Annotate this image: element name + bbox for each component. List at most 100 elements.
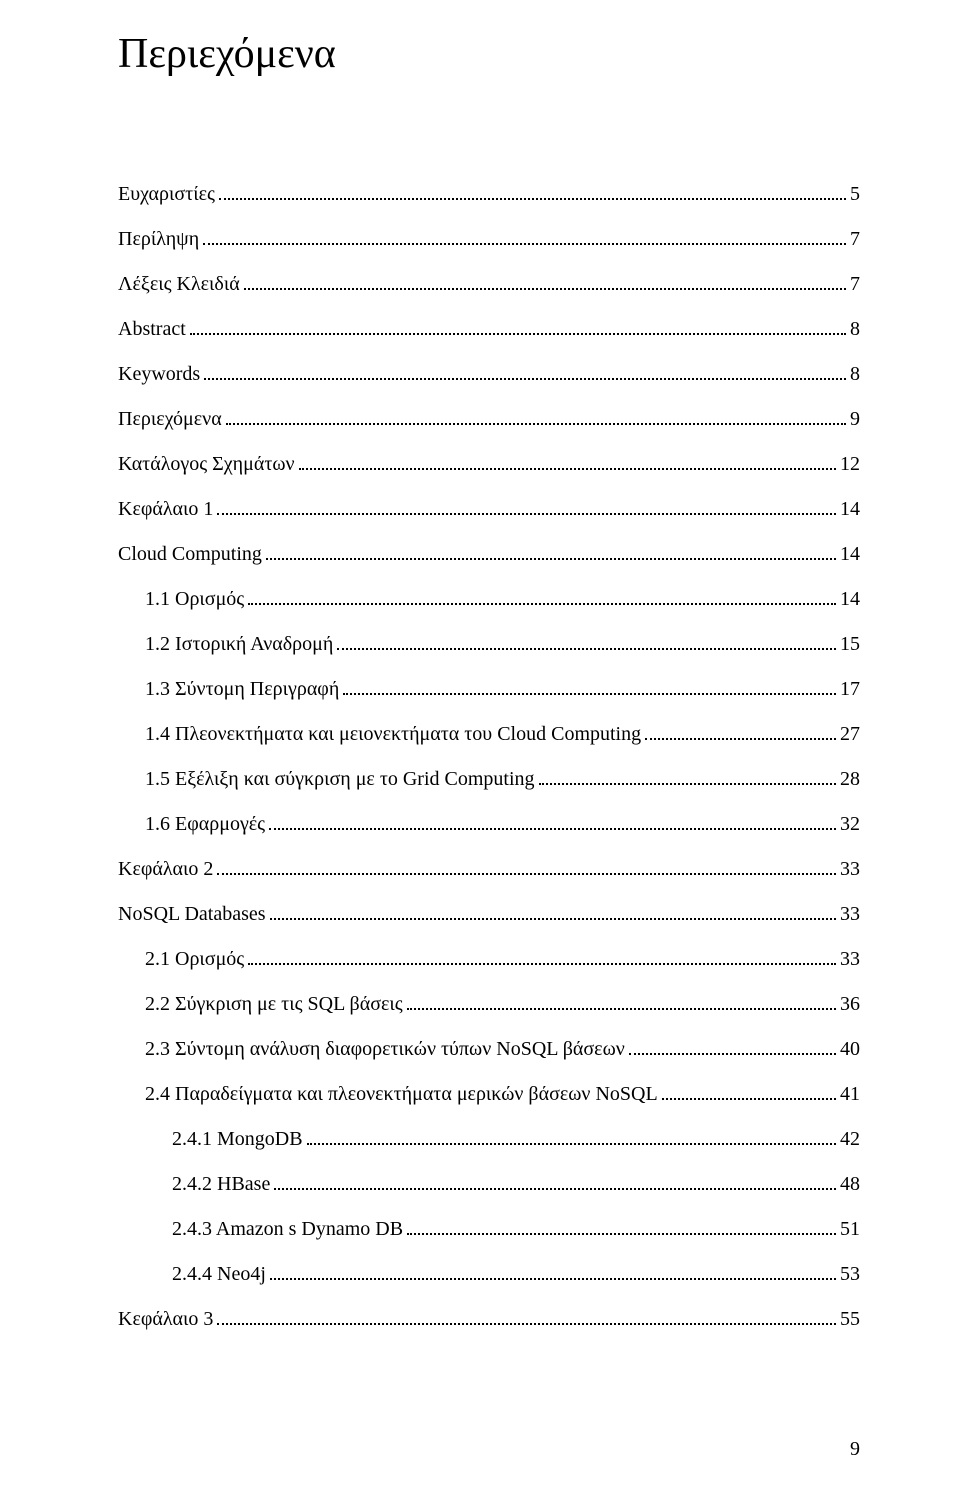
toc-entry-label: Περίληψη: [118, 228, 199, 251]
toc-entry: Κατάλογος Σχημάτων 12: [118, 453, 860, 476]
toc-entry: 1.5 Εξέλιξη και σύγκριση με το Grid Comp…: [118, 768, 860, 791]
page-title: Περιεχόμενα: [118, 30, 860, 78]
toc-entry-label: 1.5 Εξέλιξη και σύγκριση με το Grid Comp…: [145, 768, 535, 791]
toc-entry-label: Κεφάλαιο 2: [118, 858, 213, 881]
toc-entry-label: 1.2 Ιστορική Αναδρομή: [145, 633, 333, 656]
toc-entry: Περιεχόμενα 9: [118, 408, 860, 431]
toc-leader-dots: [248, 963, 836, 965]
toc-leader-dots: [629, 1053, 836, 1055]
toc-leader-dots: [270, 1278, 836, 1280]
toc-entry-page: 53: [840, 1263, 860, 1286]
toc-leader-dots: [217, 873, 836, 875]
toc-entry: 1.6 Εφαρμογές 32: [118, 813, 860, 836]
table-of-contents: Ευχαριστίες 5 Περίληψη 7 Λέξεις Κλειδιά 7 Abst…: [118, 183, 860, 1331]
toc-entry-page: 8: [850, 318, 860, 341]
toc-leader-dots: [244, 288, 846, 290]
toc-leader-dots: [299, 468, 836, 470]
toc-leader-dots: [645, 738, 836, 740]
toc-entry-label: Κεφάλαιο 1: [118, 498, 213, 521]
toc-leader-dots: [219, 198, 846, 200]
toc-entry-label: 1.3 Σύντομη Περιγραφή: [145, 678, 339, 701]
toc-entry: 1.4 Πλεονεκτήματα και μειονεκτήματα του …: [118, 723, 860, 746]
toc-entry: 2.4.1 MongoDB 42: [118, 1128, 860, 1151]
toc-entry: 2.2 Σύγκριση με τις SQL βάσεις 36: [118, 993, 860, 1016]
toc-entry-label: 2.4 Παραδείγματα και πλεονεκτήματα μερικ…: [145, 1083, 658, 1106]
toc-entry-page: 55: [840, 1308, 860, 1331]
toc-entry-label: NoSQL Databases: [118, 903, 266, 926]
toc-entry-label: 2.4.4 Neo4j: [172, 1263, 266, 1286]
toc-leader-dots: [190, 333, 846, 335]
toc-entry: 1.3 Σύντομη Περιγραφή 17: [118, 678, 860, 701]
toc-entry: 1.1 Ορισμός14: [118, 588, 860, 611]
toc-entry-label: Abstract: [118, 318, 186, 341]
toc-entry-label: 2.3 Σύντομη ανάλυση διαφορετικών τύπων N…: [145, 1038, 625, 1061]
toc-entry: Περίληψη 7: [118, 228, 860, 251]
toc-entry-label: Cloud Computing: [118, 543, 262, 566]
toc-leader-dots: [269, 828, 836, 830]
toc-entry: NoSQL Databases 33: [118, 903, 860, 926]
toc-entry-page: 28: [840, 768, 860, 791]
toc-entry-page: 14: [840, 588, 860, 611]
toc-entry-label: Κεφάλαιο 3: [118, 1308, 213, 1331]
toc-entry: 2.3 Σύντομη ανάλυση διαφορετικών τύπων N…: [118, 1038, 860, 1061]
toc-entry-label: 2.1 Ορισμός: [145, 948, 244, 971]
toc-leader-dots: [217, 513, 836, 515]
toc-entry-page: 17: [840, 678, 860, 701]
toc-entry: Cloud Computing 14: [118, 543, 860, 566]
toc-entry-page: 5: [850, 183, 860, 206]
toc-entry-page: 14: [840, 543, 860, 566]
toc-entry: Ευχαριστίες 5: [118, 183, 860, 206]
toc-entry-page: 7: [850, 273, 860, 296]
toc-entry-page: 15: [840, 633, 860, 656]
toc-entry-page: 9: [850, 408, 860, 431]
toc-entry: Abstract 8: [118, 318, 860, 341]
toc-entry-page: 40: [840, 1038, 860, 1061]
toc-entry: 2.4.4 Neo4j 53: [118, 1263, 860, 1286]
toc-leader-dots: [307, 1143, 836, 1145]
toc-entry: 2.1 Ορισμός 33: [118, 948, 860, 971]
toc-entry-page: 32: [840, 813, 860, 836]
toc-entry-label: Keywords: [118, 363, 200, 386]
page-number: 9: [850, 1438, 860, 1461]
toc-entry-label: 2.4.1 MongoDB: [172, 1128, 303, 1151]
toc-entry-page: 27: [840, 723, 860, 746]
toc-entry-label: 2.4.2 HBase: [172, 1173, 270, 1196]
toc-leader-dots: [337, 648, 836, 650]
toc-leader-dots: [226, 423, 846, 425]
toc-leader-dots: [203, 243, 846, 245]
toc-entry-page: 12: [840, 453, 860, 476]
toc-entry-page: 7: [850, 228, 860, 251]
toc-entry-page: 33: [840, 903, 860, 926]
toc-entry: Keywords 8: [118, 363, 860, 386]
toc-leader-dots: [662, 1098, 836, 1100]
toc-entry-label: 2.4.3 Amazon s Dynamo DB: [172, 1218, 403, 1241]
toc-entry: 2.4 Παραδείγματα και πλεονεκτήματα μερικ…: [118, 1083, 860, 1106]
toc-entry: Λέξεις Κλειδιά 7: [118, 273, 860, 296]
toc-entry-label: Ευχαριστίες: [118, 183, 215, 206]
toc-entry-page: 8: [850, 363, 860, 386]
toc-entry: Κεφάλαιο 1 14: [118, 498, 860, 521]
toc-entry-label: Περιεχόμενα: [118, 408, 222, 431]
toc-leader-dots: [407, 1008, 836, 1010]
toc-entry-page: 42: [840, 1128, 860, 1151]
toc-entry-label: Κατάλογος Σχημάτων: [118, 453, 295, 476]
toc-leader-dots: [248, 603, 836, 605]
toc-entry: 2.4.3 Amazon s Dynamo DB 51: [118, 1218, 860, 1241]
toc-entry-label: 1.6 Εφαρμογές: [145, 813, 265, 836]
toc-leader-dots: [274, 1188, 836, 1190]
toc-entry: Κεφάλαιο 3 55: [118, 1308, 860, 1331]
toc-entry: 2.4.2 HBase 48: [118, 1173, 860, 1196]
toc-entry: 1.2 Ιστορική Αναδρομή 15: [118, 633, 860, 656]
toc-entry-page: 36: [840, 993, 860, 1016]
toc-entry-page: 41: [840, 1083, 860, 1106]
toc-entry-page: 33: [840, 948, 860, 971]
toc-leader-dots: [204, 378, 846, 380]
toc-leader-dots: [217, 1323, 836, 1325]
toc-entry-label: Λέξεις Κλειδιά: [118, 273, 240, 296]
toc-entry-label: 2.2 Σύγκριση με τις SQL βάσεις: [145, 993, 403, 1016]
toc-entry-page: 48: [840, 1173, 860, 1196]
toc-leader-dots: [270, 918, 836, 920]
toc-entry-page: 51: [840, 1218, 860, 1241]
toc-entry-page: 14: [840, 498, 860, 521]
toc-entry-label: 1.4 Πλεονεκτήματα και μειονεκτήματα του …: [145, 723, 641, 746]
